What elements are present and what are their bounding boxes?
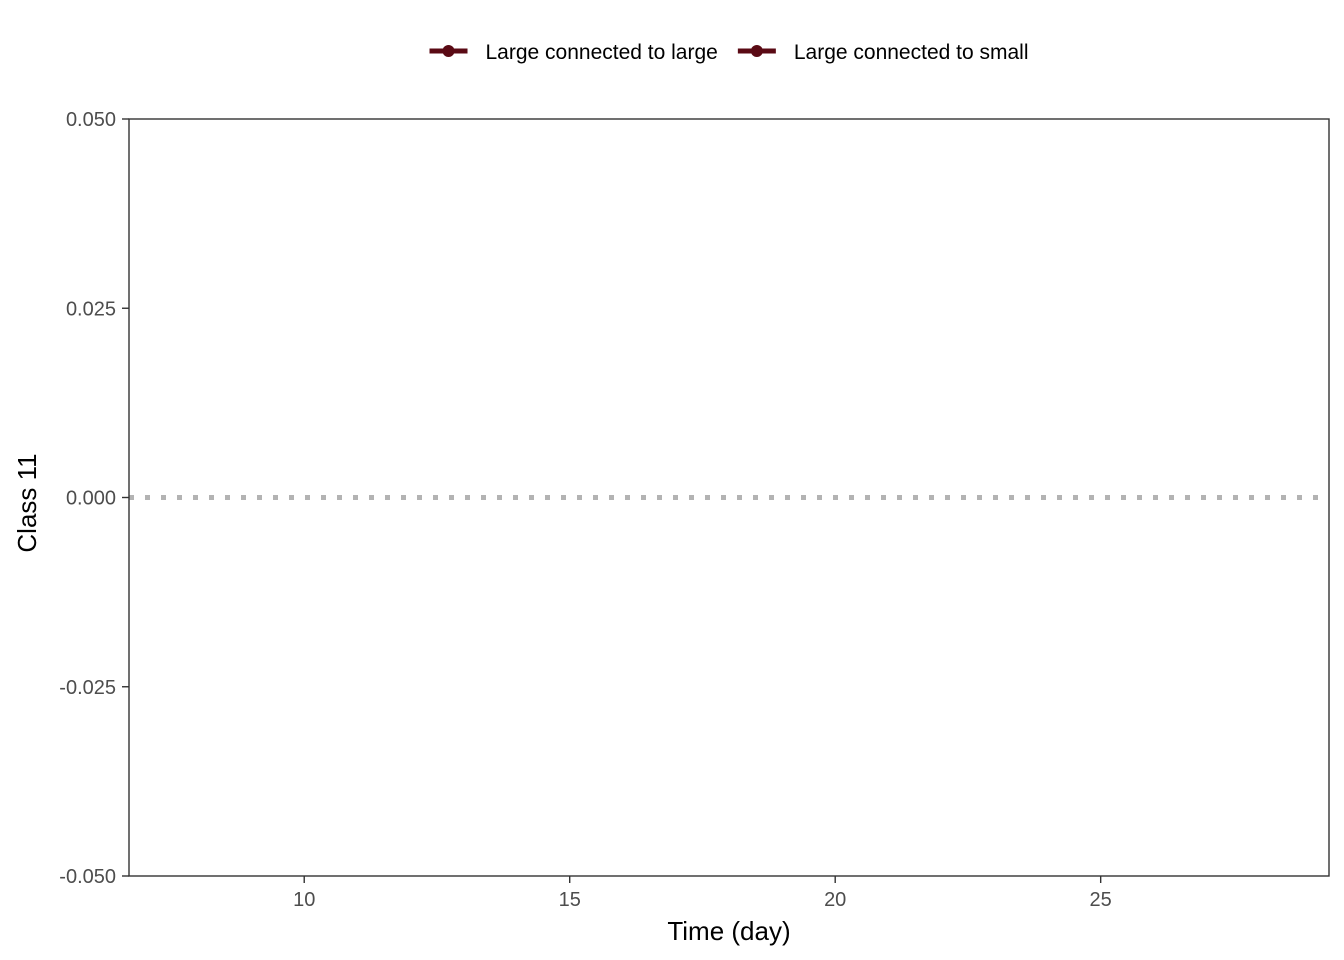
legend: Large connected to large Large connected …	[429, 41, 1029, 64]
x-axis-title: Time (day)	[667, 916, 790, 946]
x-tick-label: 20	[824, 889, 846, 911]
y-axis-title: Class 11	[12, 453, 42, 552]
x-tick-label: 15	[559, 889, 581, 911]
legend-label: Large connected to small	[794, 41, 1029, 64]
plot-area	[128, 118, 1330, 877]
legend-item: Large connected to large	[429, 41, 718, 64]
legend-swatch-point	[442, 45, 455, 57]
legend-swatch-point	[750, 45, 763, 57]
x-tick-label: 10	[293, 889, 315, 911]
x-tick-label: 25	[1090, 889, 1112, 911]
y-tick-label: -0.050	[59, 866, 116, 888]
y-tick-label: 0.050	[66, 109, 116, 131]
y-tick-label: 0.000	[66, 488, 116, 510]
y-tick-label: -0.025	[59, 677, 116, 699]
legend-label: Large connected to large	[486, 41, 718, 64]
y-tick-label: 0.025	[66, 298, 116, 320]
legend-item: Large connected to small	[737, 41, 1029, 64]
x-axis: 10 15 20 25	[293, 876, 1112, 911]
y-axis: -0.050 -0.025 0.000 0.025 0.050	[59, 109, 129, 888]
